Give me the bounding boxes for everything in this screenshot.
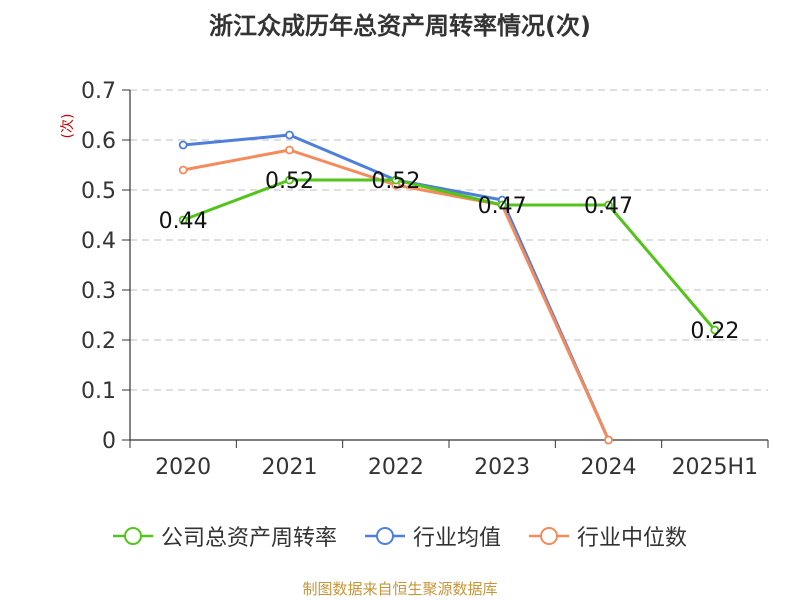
legend: 公司总资产周转率 行业均值 行业中位数 <box>0 520 800 552</box>
data-label: 0.52 <box>371 169 420 194</box>
legend-item[interactable]: 公司总资产周转率 <box>112 520 337 552</box>
legend-label: 行业中位数 <box>577 526 688 551</box>
data-point <box>285 145 294 155</box>
data-label: 0.44 <box>159 209 208 234</box>
legend-item[interactable]: 行业中位数 <box>529 520 687 552</box>
legend-swatch-marker <box>123 527 142 545</box>
source-note: 制图数据来自恒生聚源数据库 <box>302 580 498 598</box>
series-line <box>182 178 716 331</box>
data-point <box>285 130 294 140</box>
chart-title: 浙江众成历年总资产周转率情况(次) <box>209 12 591 40</box>
x-tick-label: 2023 <box>474 455 530 480</box>
data-point <box>285 175 294 185</box>
legend-item[interactable]: 行业均值 <box>364 520 501 552</box>
grid-lines <box>130 89 768 391</box>
y-tick-label: 0.3 <box>81 279 116 304</box>
y-tick-label: 0.4 <box>81 229 116 254</box>
x-tick-label: 2022 <box>368 455 424 480</box>
data-point <box>710 325 720 335</box>
legend-swatch <box>364 527 405 545</box>
data-label: 0.47 <box>478 194 527 219</box>
data-label: 0.22 <box>690 319 739 344</box>
x-tick-label: 2020 <box>155 455 211 480</box>
legend-label: 公司总资产周转率 <box>160 526 337 551</box>
x-tick-label: 2024 <box>581 455 637 480</box>
y-tick-label: 0 <box>102 429 116 454</box>
data-point <box>178 140 188 150</box>
axes: 0 0.1 0.2 0.3 0.4 0.5 0.6 0.7 (次) 2020 2021 2022 202… <box>60 79 769 480</box>
x-tick-label: 2021 <box>262 455 318 480</box>
legend-swatch-marker <box>540 527 558 545</box>
series-lines <box>178 130 720 445</box>
data-point <box>497 200 507 210</box>
legend-swatch <box>112 527 153 545</box>
y-tick-label: 0.1 <box>81 379 116 404</box>
data-point <box>178 165 188 175</box>
legend-swatch <box>529 527 569 545</box>
data-label: 0.52 <box>265 169 314 194</box>
y-tick-label: 0.5 <box>81 179 116 204</box>
y-tick-label: 0.6 <box>81 129 116 154</box>
data-point <box>604 200 613 210</box>
data-label: 0.47 <box>584 194 633 219</box>
data-labels: 0.44 0.52 0.52 0.47 0.47 0.22 <box>159 169 740 344</box>
legend-label: 行业均值 <box>412 526 501 551</box>
data-point <box>178 215 188 225</box>
y-tick-label: 0.7 <box>81 79 116 104</box>
data-point <box>391 175 401 185</box>
data-point <box>604 435 613 445</box>
legend-swatch-marker <box>375 527 394 545</box>
y-axis-label: (次) <box>60 114 76 139</box>
x-tick-label: 2025H1 <box>672 455 759 480</box>
y-tick-label: 0.2 <box>81 329 116 354</box>
